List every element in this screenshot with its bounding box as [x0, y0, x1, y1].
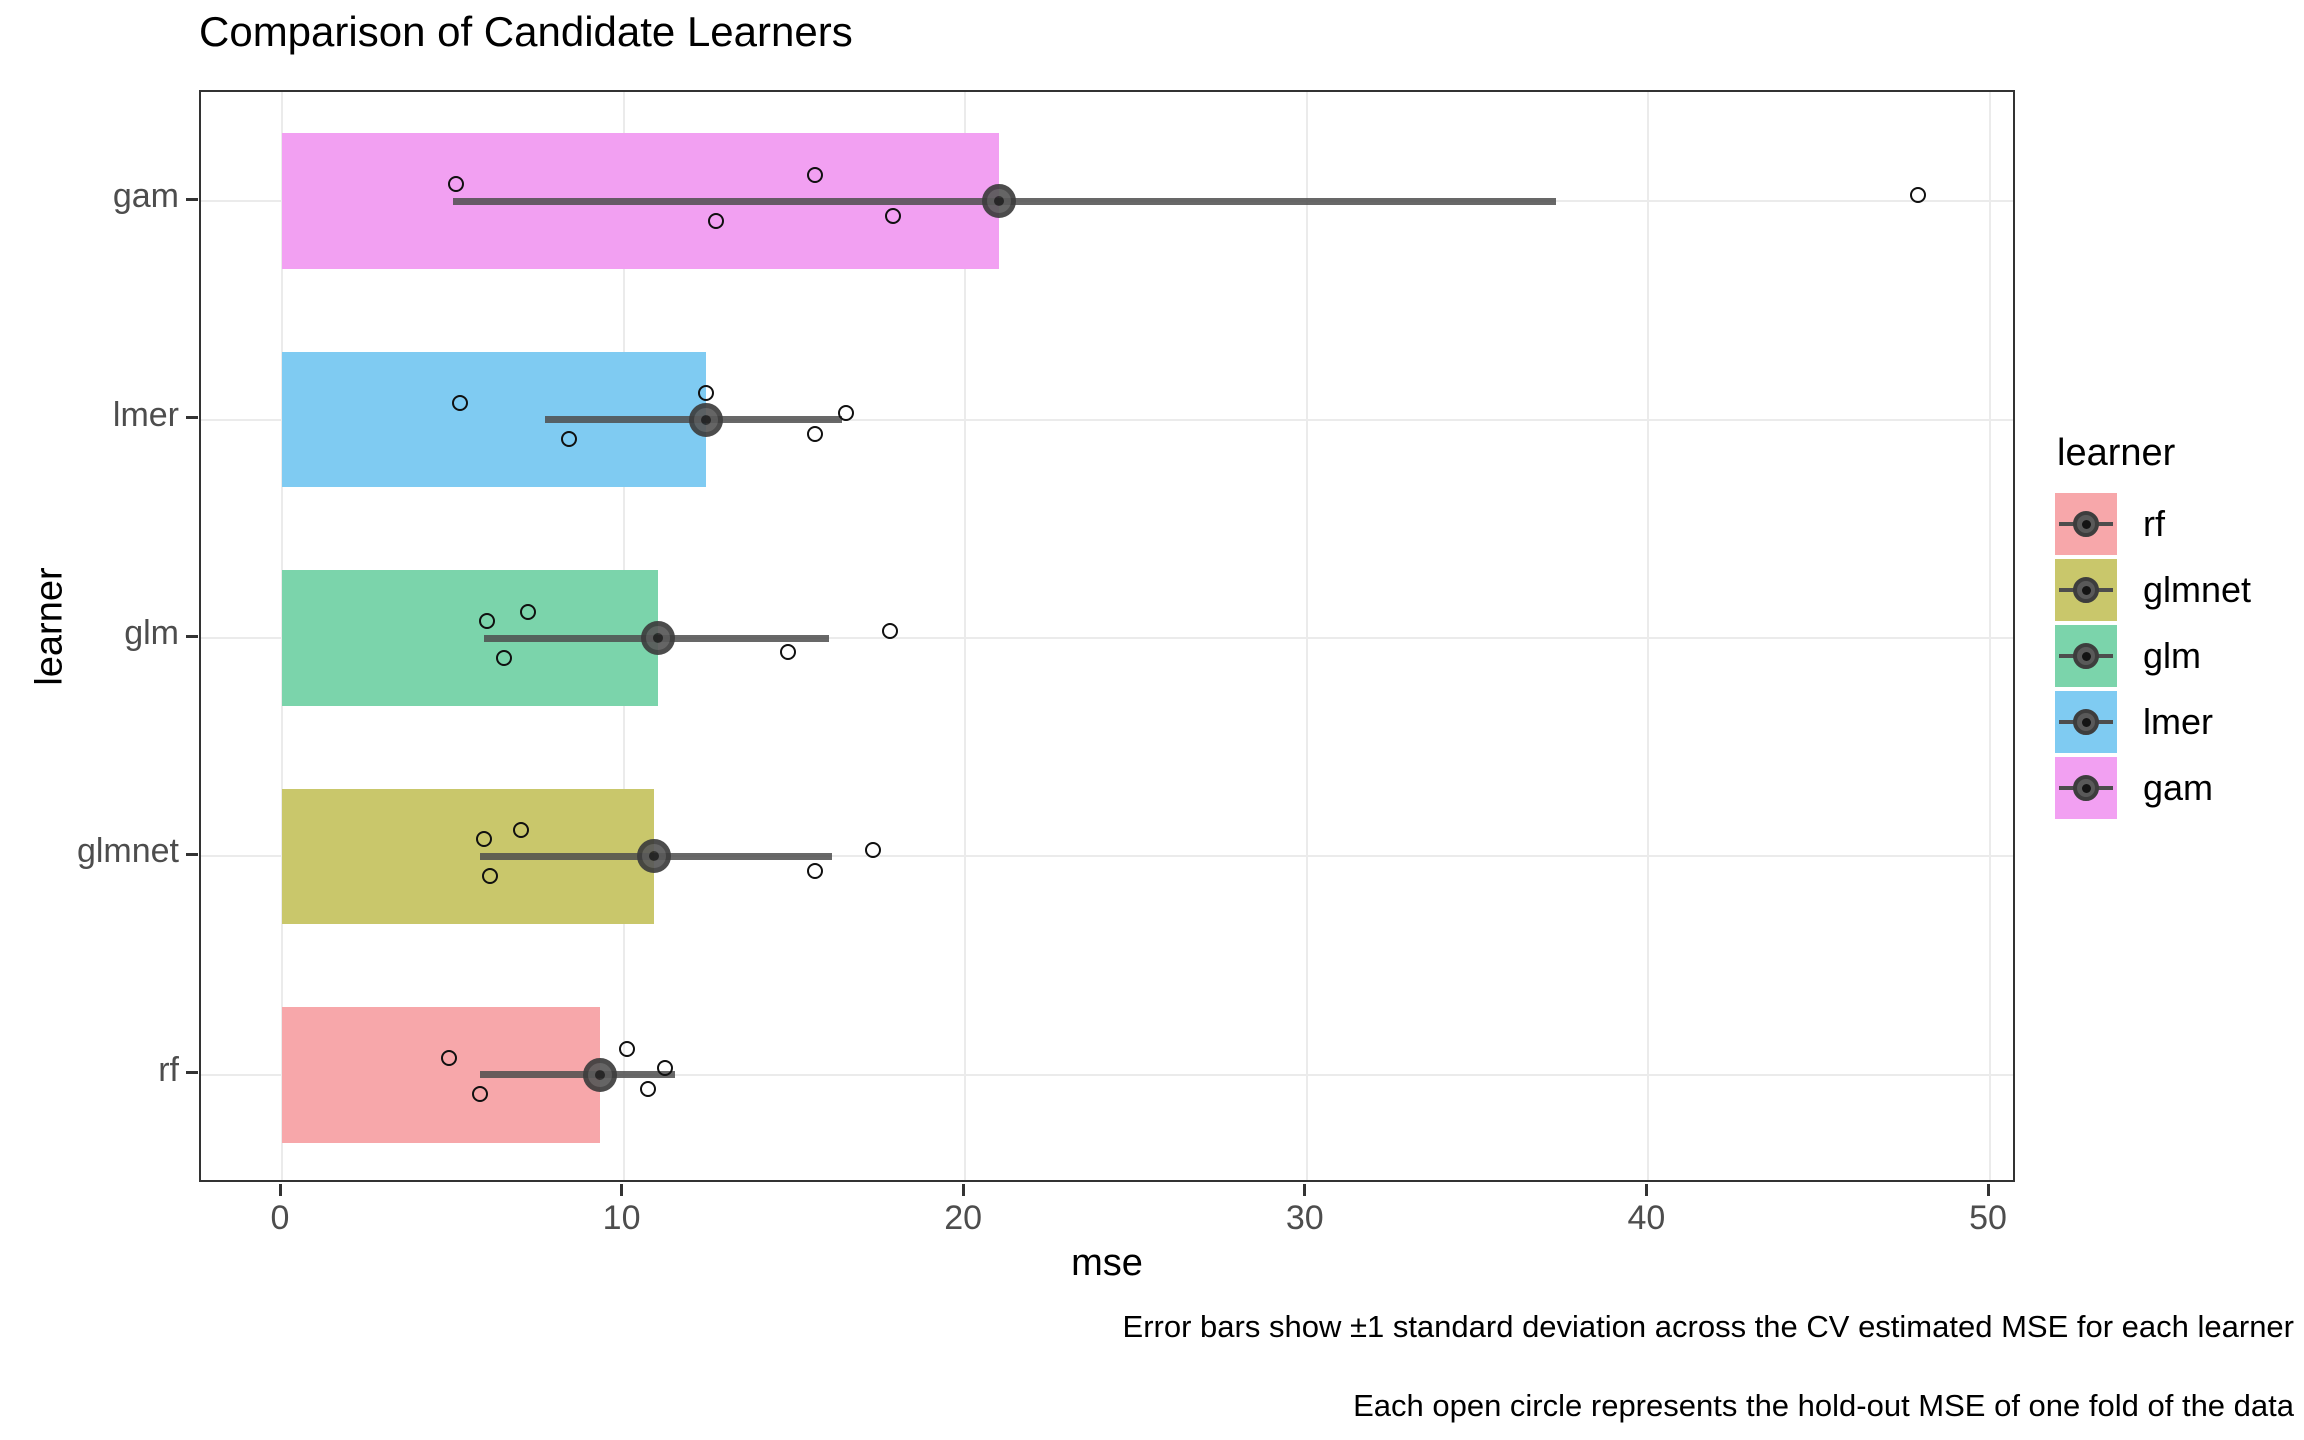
- y-axis-title: learner: [28, 567, 71, 686]
- error-bar-rf: [480, 1071, 675, 1079]
- legend-key-swatch-glmnet: [2055, 559, 2117, 621]
- y-axis-tick-label-gam: gam: [112, 177, 179, 216]
- fold-point-rf: [472, 1086, 489, 1103]
- x-axis-tick-label: 30: [1285, 1199, 1324, 1237]
- fold-point-gam: [806, 166, 823, 183]
- legend-key-swatch-gam: [2055, 757, 2117, 819]
- fold-point-glm: [519, 603, 536, 620]
- legend-point-icon: [2081, 717, 2091, 727]
- fold-point-glm: [478, 612, 495, 629]
- gridline-vertical: [1647, 92, 1650, 1180]
- mean-marker-glm: [640, 621, 675, 655]
- x-axis-tick-label: 40: [1627, 1199, 1666, 1237]
- fold-point-glmnet: [482, 868, 499, 885]
- legend-label-gam: gam: [2143, 767, 2214, 808]
- caption-error-bars: Error bars show ±1 standard deviation ac…: [1122, 1309, 2294, 1344]
- legend-key-swatch-glm: [2055, 625, 2117, 687]
- gridline-horizontal: [201, 418, 2013, 421]
- fold-point-gam: [448, 176, 465, 193]
- x-axis-tick-label: 0: [270, 1199, 290, 1237]
- y-axis-tick-label-glm: glm: [124, 614, 179, 652]
- y-axis-tick: [186, 416, 198, 420]
- gridline-vertical: [1989, 92, 1991, 1180]
- legend-key-swatch-lmer: [2055, 691, 2117, 753]
- y-axis-tick: [186, 634, 198, 638]
- legend: learner rf glmnet glm lmer gam: [2055, 432, 2295, 823]
- mean-marker-gam: [982, 184, 1017, 219]
- x-axis-title: mse: [1071, 1242, 1143, 1284]
- fold-point-gam: [885, 207, 902, 224]
- x-axis-tick: [620, 1184, 624, 1196]
- legend-label-glm: glm: [2143, 635, 2202, 676]
- y-axis-tick-label-glmnet: glmnet: [76, 832, 179, 871]
- mean-marker-glmnet: [637, 839, 672, 874]
- x-axis-tick: [961, 1184, 965, 1196]
- fold-point-glmnet: [864, 841, 881, 858]
- fold-point-glm: [882, 623, 899, 640]
- x-axis-tick-label: 10: [602, 1199, 641, 1237]
- fold-point-glm: [779, 644, 796, 661]
- fold-point-lmer: [451, 394, 468, 411]
- legend-item-rf[interactable]: rf: [2055, 493, 2295, 555]
- y-axis-tick: [186, 852, 198, 856]
- y-axis-tick-label-rf: rf: [158, 1050, 179, 1089]
- fold-point-rf: [656, 1060, 673, 1077]
- legend-label-rf: rf: [2143, 503, 2165, 544]
- legend-item-gam[interactable]: gam: [2055, 757, 2295, 819]
- y-axis-tick: [186, 197, 198, 201]
- legend-title: learner: [2057, 432, 2176, 474]
- legend-point-icon: [2081, 585, 2091, 595]
- x-axis-tick-label: 20: [944, 1199, 983, 1237]
- legend-item-lmer[interactable]: lmer: [2055, 691, 2295, 753]
- legend-mean-marker-icon: [2073, 643, 2099, 669]
- legend-point-icon: [2081, 783, 2091, 793]
- legend-item-glmnet[interactable]: glmnet: [2055, 559, 2295, 621]
- gridline-horizontal: [201, 855, 2013, 858]
- fold-point-glm: [496, 649, 513, 666]
- x-axis-tick: [1644, 1184, 1648, 1196]
- mean-marker-rf: [582, 1057, 617, 1092]
- fold-point-rf: [639, 1081, 656, 1098]
- y-axis-tick-label-lmer: lmer: [112, 395, 179, 434]
- x-axis-tick-label: 50: [1969, 1199, 2007, 1237]
- fold-point-gam: [1910, 186, 1927, 203]
- gridline-vertical: [1305, 92, 1308, 1180]
- gridline-horizontal: [201, 1073, 2013, 1076]
- gridline-horizontal: [201, 637, 2013, 639]
- mean-marker-lmer: [688, 402, 723, 437]
- page-title: Comparison of Candidate Learners: [199, 8, 853, 55]
- legend-point-icon: [2081, 651, 2091, 661]
- x-axis-tick: [278, 1184, 282, 1196]
- caption-open-circles: Each open circle represents the hold-out…: [1353, 1388, 2294, 1423]
- legend-items: rf glmnet glm lmer gam: [2055, 493, 2295, 819]
- fold-point-glmnet: [806, 862, 823, 879]
- fold-point-glmnet: [513, 822, 530, 839]
- fold-point-rf: [619, 1040, 636, 1057]
- x-axis-tick: [1986, 1184, 1990, 1196]
- x-axis-tick: [1303, 1184, 1307, 1196]
- fold-point-gam: [707, 212, 724, 229]
- fold-point-lmer: [560, 431, 577, 448]
- plot-panel: [199, 90, 2015, 1182]
- y-axis-tick: [186, 1071, 198, 1075]
- fold-point-lmer: [837, 405, 854, 422]
- gridline-vertical: [964, 92, 967, 1180]
- legend-item-glm[interactable]: glm: [2055, 625, 2295, 687]
- fold-point-lmer: [806, 426, 823, 442]
- legend-label-lmer: lmer: [2143, 701, 2213, 742]
- fold-point-lmer: [697, 385, 714, 402]
- legend-key-swatch-rf: [2055, 493, 2117, 555]
- fold-point-glmnet: [475, 831, 492, 848]
- fold-point-rf: [441, 1049, 458, 1066]
- legend-point-icon: [2081, 519, 2091, 529]
- legend-label-glmnet: glmnet: [2143, 569, 2252, 610]
